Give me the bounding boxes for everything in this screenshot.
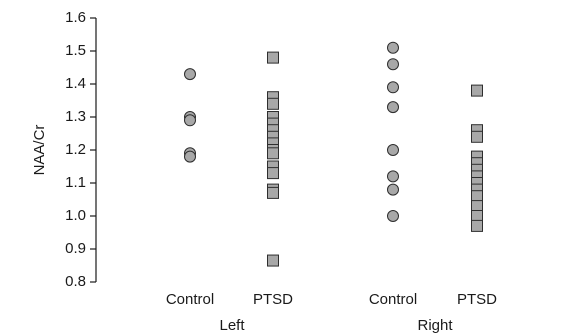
right-control-point [387,101,399,114]
left-ptsd-point [267,167,279,180]
left-ptsd-point [267,51,279,64]
right-control-point [387,58,399,71]
right-control-point [387,41,399,54]
x-category-label: Control [369,291,417,308]
right-ptsd-point [471,190,483,203]
left-control-point [184,114,196,127]
x-group-label: Left [219,317,245,334]
right-control-point [387,210,399,222]
y-tick-label: 1.2 [65,141,86,158]
x-category-label: PTSD [253,291,293,308]
left-ptsd-point [267,186,279,199]
y-axis-title: NAA/Cr [31,125,48,176]
y-ticks: 0.8 0.9 1.0 1.1 1.2 1.3 1.4 1.5 1.6 [65,9,96,290]
right-control-point [387,183,399,196]
x-group-label: Right [417,317,453,334]
y-tick-label: 1.3 [65,108,86,125]
left-control-point [184,150,196,163]
right-ptsd-point [471,200,483,213]
x-category-labels: Control PTSD Control PTSD Left Right [166,291,497,334]
right-ptsd-point [471,130,483,143]
right-ptsd-point [471,210,483,222]
right-ptsd-point [471,84,483,97]
x-category-label: PTSD [457,291,497,308]
right-control-point [387,144,399,156]
y-tick-label: 1.0 [65,207,86,224]
y-tick-label: 1.1 [65,174,86,191]
y-tick-label: 1.6 [65,9,86,26]
y-tick-label: 0.8 [65,273,86,290]
y-tick-label: 1.5 [65,42,86,59]
left-ptsd-point [267,254,279,267]
left-ptsd-point [267,97,279,110]
right-control-point [387,81,399,94]
right-control-point [387,170,399,183]
y-tick-label: 0.9 [65,240,86,257]
x-category-label: Control [166,291,214,308]
right-ptsd-point [471,219,483,232]
y-tick-label: 1.4 [65,75,86,92]
left-ptsd-point [267,147,279,160]
left-control-point [184,68,196,81]
data-points [184,41,483,267]
